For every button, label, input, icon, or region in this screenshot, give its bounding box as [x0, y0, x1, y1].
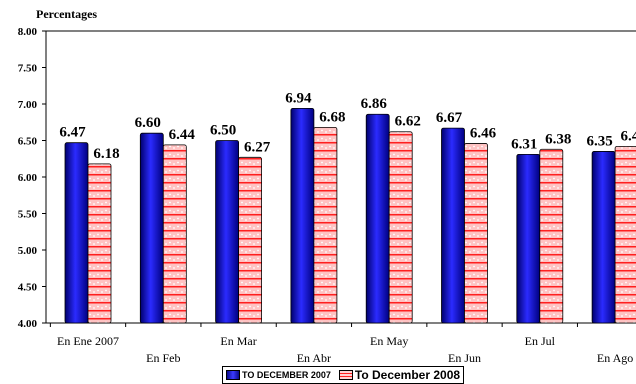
bar-2008: [464, 143, 488, 324]
data-label-2007: 6.94: [285, 90, 312, 106]
data-label-2008: 6.27: [244, 139, 271, 155]
legend-swatch-2007: [226, 370, 240, 380]
legend-item-2008: To December 2008: [338, 368, 461, 382]
data-label-2008: 6.44: [169, 127, 196, 143]
bar-2007: [139, 132, 164, 324]
legend-swatch-2008: [338, 370, 353, 380]
bar-2007: [591, 151, 616, 324]
data-label-2007: 6.31: [511, 136, 537, 152]
bar-2008: [87, 163, 112, 324]
bar-2008: [162, 144, 187, 324]
chart-legend: TO DECEMBER 2007 To December 2008: [222, 366, 465, 384]
data-label-2007: 6.50: [210, 123, 236, 139]
y-tick-label: 7.50: [18, 63, 38, 75]
bar-2007: [516, 153, 541, 324]
x-category-label: En Jul: [525, 334, 556, 348]
y-tick-label: 4.00: [18, 318, 38, 330]
y-axis-title: Percentages: [36, 7, 98, 21]
y-tick-label: 6.00: [18, 172, 38, 184]
legend-label-2007: TO DECEMBER 2007: [242, 370, 331, 380]
legend-item-2007: TO DECEMBER 2007: [226, 370, 339, 380]
bar-2008: [313, 126, 338, 324]
data-label-2008: 6.18: [93, 146, 119, 162]
y-tick-label: 7.00: [18, 99, 38, 111]
data-label-2007: 6.86: [361, 96, 388, 112]
data-label-2008: 6.68: [319, 109, 345, 125]
bar-2008: [238, 156, 263, 324]
data-label-2007: 6.67: [436, 110, 463, 126]
bar-2008: [539, 148, 564, 324]
bar-2008: [614, 145, 636, 324]
x-category-label: En Ago: [597, 351, 633, 365]
bar-2007: [290, 107, 315, 324]
legend-label-2008: To December 2008: [354, 368, 461, 382]
data-label-2008: 6.42: [620, 128, 636, 144]
bar-2008: [388, 131, 413, 324]
data-label-2008: 6.62: [395, 114, 421, 130]
x-category-label: En Ene 2007: [57, 334, 119, 348]
x-category-label: En Abr: [297, 351, 331, 365]
y-tick-label: 4.50: [18, 282, 38, 294]
y-tick-label: 5.50: [18, 209, 38, 221]
x-category-label: En May: [370, 334, 408, 348]
y-tick-label: 5.00: [18, 245, 38, 257]
data-label-2007: 6.60: [135, 115, 161, 131]
x-category-label: En Feb: [146, 351, 180, 365]
data-label-2007: 6.47: [59, 125, 86, 141]
y-tick-label: 8.00: [18, 26, 38, 38]
data-label-2007: 6.35: [586, 133, 612, 149]
data-label-2008: 6.46: [470, 125, 497, 141]
bar-2007: [365, 113, 390, 324]
bar-2007: [215, 140, 240, 324]
data-label-2008: 6.38: [545, 131, 571, 147]
x-category-label: En Jun: [448, 351, 481, 365]
bar-2007: [441, 127, 465, 324]
bar-2007: [64, 142, 89, 324]
y-tick-label: 6.50: [18, 136, 38, 148]
x-category-label: En Mar: [220, 334, 256, 348]
